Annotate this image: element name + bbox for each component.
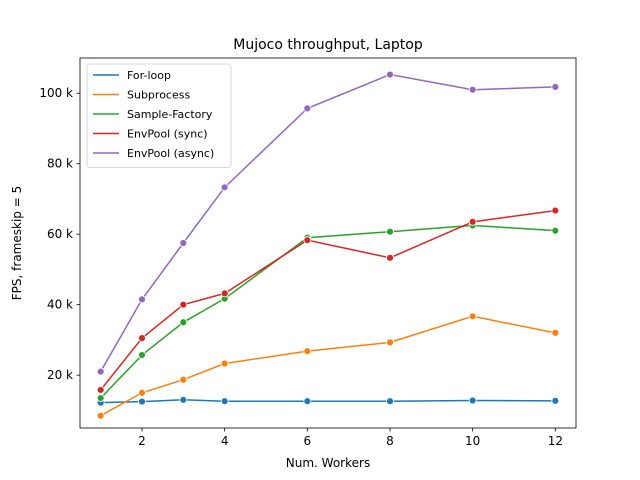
legend: For-loop Subprocess Sample-Factory EnvPool … (86, 63, 232, 168)
data-point (386, 227, 394, 236)
y-axis-label: FPS, frameskip = 5 (10, 186, 24, 300)
y-tick-label: 80 k (47, 157, 73, 171)
data-point (138, 388, 146, 397)
data-point (220, 397, 229, 406)
data-point (179, 318, 188, 327)
data-point (220, 183, 229, 192)
y-tick-label: 20 k (47, 368, 73, 382)
data-point (386, 338, 394, 347)
data-point (468, 85, 477, 94)
data-point (551, 82, 560, 91)
data-point (220, 289, 229, 298)
data-point (551, 396, 560, 405)
data-point (220, 359, 229, 368)
legend-label: Sample-Factory (127, 108, 213, 121)
legend-box (86, 63, 232, 168)
legend-label: EnvPool (async) (127, 147, 214, 160)
data-point (468, 312, 477, 321)
series-line (100, 224, 556, 399)
series-line (100, 399, 556, 404)
data-point (179, 395, 188, 404)
data-point (303, 104, 312, 113)
data-point (386, 70, 394, 79)
data-point (179, 375, 188, 384)
data-point (96, 394, 105, 402)
series-line (100, 315, 556, 417)
data-point (551, 328, 560, 337)
series-line (100, 209, 556, 391)
series-line (100, 73, 556, 372)
legend-label: EnvPool (sync) (127, 128, 208, 141)
y-tick-label: 60 k (47, 227, 73, 241)
data-point (179, 239, 188, 247)
legend-label: Subprocess (127, 89, 190, 102)
plot-area: 2 4 6 8 10 12 20 k 40 k 60 k 80 k 100 k (39, 57, 577, 448)
x-tick-label: 8 (386, 434, 394, 448)
data-point (138, 351, 146, 359)
data-point (138, 334, 146, 343)
x-tick-label: 2 (138, 434, 146, 448)
data-point (96, 411, 105, 420)
y-tick-label: 40 k (47, 298, 73, 312)
y-tick-label: 100 k (39, 86, 73, 100)
x-tick-label: 4 (221, 434, 229, 448)
data-point (551, 226, 560, 235)
chart-title: Mujoco throughput, Laptop (233, 37, 423, 53)
x-tick-label: 6 (304, 434, 312, 448)
data-point (303, 236, 312, 245)
data-point (468, 396, 477, 405)
data-point (468, 217, 477, 226)
data-point (138, 295, 146, 304)
legend-label: For-loop (127, 69, 171, 82)
data-point (386, 253, 394, 262)
x-axis-label: Num. Workers (286, 456, 370, 470)
data-point (96, 367, 105, 376)
data-point (303, 347, 312, 356)
x-tick-label: 12 (548, 434, 563, 448)
data-point (386, 397, 394, 406)
data-point (303, 397, 312, 406)
axes-frame (79, 57, 577, 429)
data-point (551, 206, 560, 215)
data-point (138, 397, 146, 406)
x-tick-label: 10 (465, 434, 480, 448)
data-point (96, 386, 105, 394)
data-point (179, 300, 188, 309)
